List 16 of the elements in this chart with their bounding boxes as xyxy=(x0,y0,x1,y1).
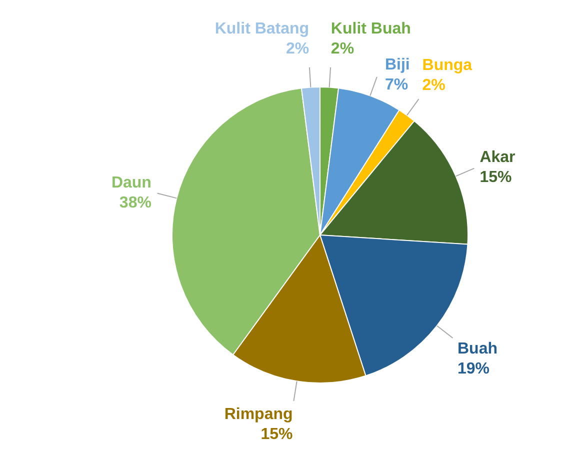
slice-label: Rimpang xyxy=(224,406,293,423)
data-label: 2% xyxy=(286,40,310,58)
data-label: 19% xyxy=(457,360,490,378)
slice-label: Biji xyxy=(384,56,410,74)
slice-label: Akar xyxy=(480,148,516,166)
data-label: 2% xyxy=(330,40,354,58)
slice-label: Kulit Buah xyxy=(330,20,411,38)
slice-label: Kulit Batang xyxy=(214,20,310,38)
slice-label: Buah xyxy=(457,340,498,358)
data-label: 2% xyxy=(422,77,446,94)
data-label: 15% xyxy=(480,168,512,186)
slice-label: Daun xyxy=(111,174,152,192)
data-label: 7% xyxy=(384,76,408,94)
data-label: 38% xyxy=(119,194,152,212)
slice-label: Bunga xyxy=(422,57,472,74)
data-label: 15% xyxy=(260,426,293,443)
